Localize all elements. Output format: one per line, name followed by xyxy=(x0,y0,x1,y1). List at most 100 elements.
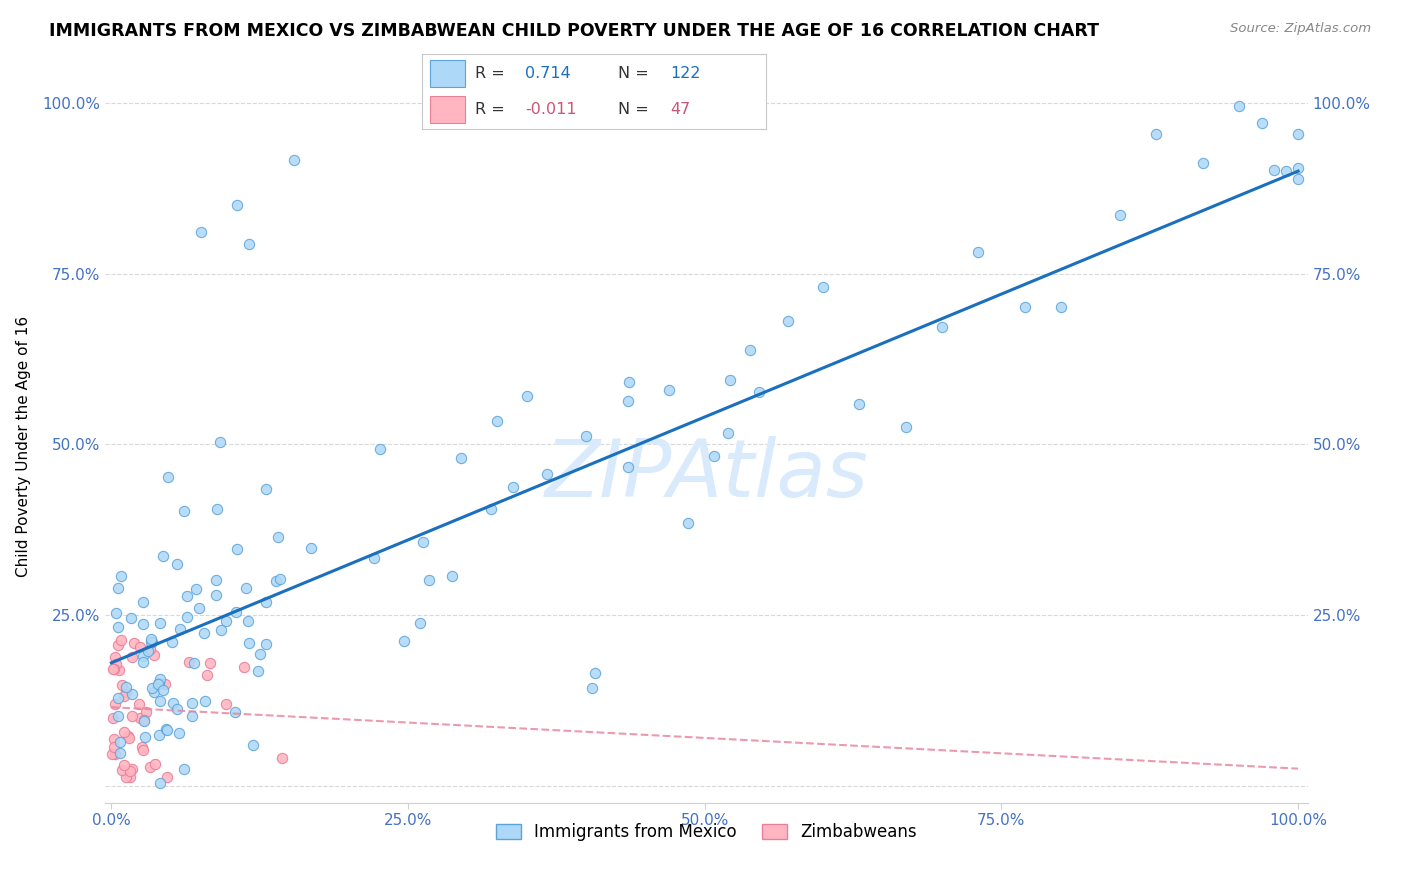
Point xyxy=(209,623,232,637)
Point xyxy=(121,650,143,665)
Point xyxy=(107,581,129,595)
Point xyxy=(149,672,172,686)
Point xyxy=(104,698,127,712)
Point xyxy=(283,153,305,168)
Point xyxy=(120,764,142,778)
Point xyxy=(141,634,163,648)
Point xyxy=(121,687,143,701)
Point xyxy=(132,714,155,728)
Point xyxy=(141,634,163,648)
Point xyxy=(392,634,415,648)
Point xyxy=(193,625,215,640)
Point xyxy=(224,706,246,720)
Point xyxy=(718,373,741,387)
Point xyxy=(247,664,270,678)
Point xyxy=(143,756,166,771)
Point xyxy=(238,237,260,252)
Point xyxy=(131,739,153,754)
Text: IMMIGRANTS FROM MEXICO VS ZIMBABWEAN CHILD POVERTY UNDER THE AGE OF 16 CORRELATI: IMMIGRANTS FROM MEXICO VS ZIMBABWEAN CHI… xyxy=(49,22,1099,40)
Point xyxy=(166,701,188,715)
Text: -0.011: -0.011 xyxy=(526,102,576,117)
Point xyxy=(233,659,256,673)
Point xyxy=(235,582,257,596)
Point xyxy=(848,397,870,411)
Point xyxy=(118,770,141,784)
Point xyxy=(409,615,432,630)
Point xyxy=(114,680,136,694)
Point xyxy=(450,451,472,466)
Point xyxy=(583,665,606,680)
Point xyxy=(146,677,169,691)
Point xyxy=(896,420,918,434)
Point xyxy=(155,722,177,736)
Point xyxy=(142,685,165,699)
Point xyxy=(966,244,988,259)
Point xyxy=(204,574,226,588)
Point xyxy=(104,649,127,664)
Point xyxy=(1286,127,1309,141)
Point xyxy=(931,319,953,334)
Point xyxy=(122,636,145,650)
Point xyxy=(254,482,277,496)
FancyBboxPatch shape xyxy=(430,60,465,87)
Point xyxy=(141,632,163,646)
Point xyxy=(616,459,638,474)
Point xyxy=(1251,116,1274,130)
Point xyxy=(516,389,538,403)
Point xyxy=(135,705,157,719)
Point xyxy=(187,600,209,615)
Point xyxy=(107,620,129,634)
Point xyxy=(139,760,162,774)
Point xyxy=(194,694,217,708)
Point xyxy=(502,480,524,494)
Point xyxy=(100,747,122,761)
Text: N =: N = xyxy=(619,102,654,117)
Point xyxy=(112,725,135,739)
Point xyxy=(1109,208,1132,222)
Point xyxy=(118,731,141,745)
Point xyxy=(418,573,440,587)
Point xyxy=(134,731,156,745)
Point xyxy=(1263,163,1285,178)
Point xyxy=(190,225,212,239)
Point xyxy=(581,681,603,695)
Point xyxy=(173,504,195,518)
Point xyxy=(136,643,159,657)
Point xyxy=(440,569,463,583)
Text: ZIPAtlas: ZIPAtlas xyxy=(544,435,869,514)
Point xyxy=(176,589,198,603)
Point xyxy=(1049,300,1071,314)
Point xyxy=(156,770,179,784)
Point xyxy=(676,516,699,530)
Point xyxy=(112,689,135,703)
Point xyxy=(738,343,761,357)
Point xyxy=(101,711,124,725)
Point xyxy=(142,648,165,662)
Point xyxy=(132,616,155,631)
Point xyxy=(1014,300,1036,314)
Text: R =: R = xyxy=(475,102,510,117)
Point xyxy=(166,557,188,571)
Point xyxy=(412,534,434,549)
Point xyxy=(1227,99,1250,113)
Point xyxy=(616,393,638,408)
Point xyxy=(121,709,143,723)
Point xyxy=(181,696,204,710)
Point xyxy=(215,697,238,711)
Point xyxy=(575,429,598,443)
Point xyxy=(129,710,152,724)
Point xyxy=(238,636,260,650)
Point xyxy=(111,763,134,777)
Point xyxy=(111,678,134,692)
Point xyxy=(183,657,205,671)
Point xyxy=(225,605,247,619)
Point xyxy=(254,595,277,609)
Point xyxy=(105,657,128,672)
Point xyxy=(110,569,132,583)
Point xyxy=(226,198,249,212)
FancyBboxPatch shape xyxy=(430,96,465,123)
Point xyxy=(1275,164,1298,178)
Point xyxy=(115,770,138,784)
Point xyxy=(162,635,184,649)
Point xyxy=(132,648,155,663)
